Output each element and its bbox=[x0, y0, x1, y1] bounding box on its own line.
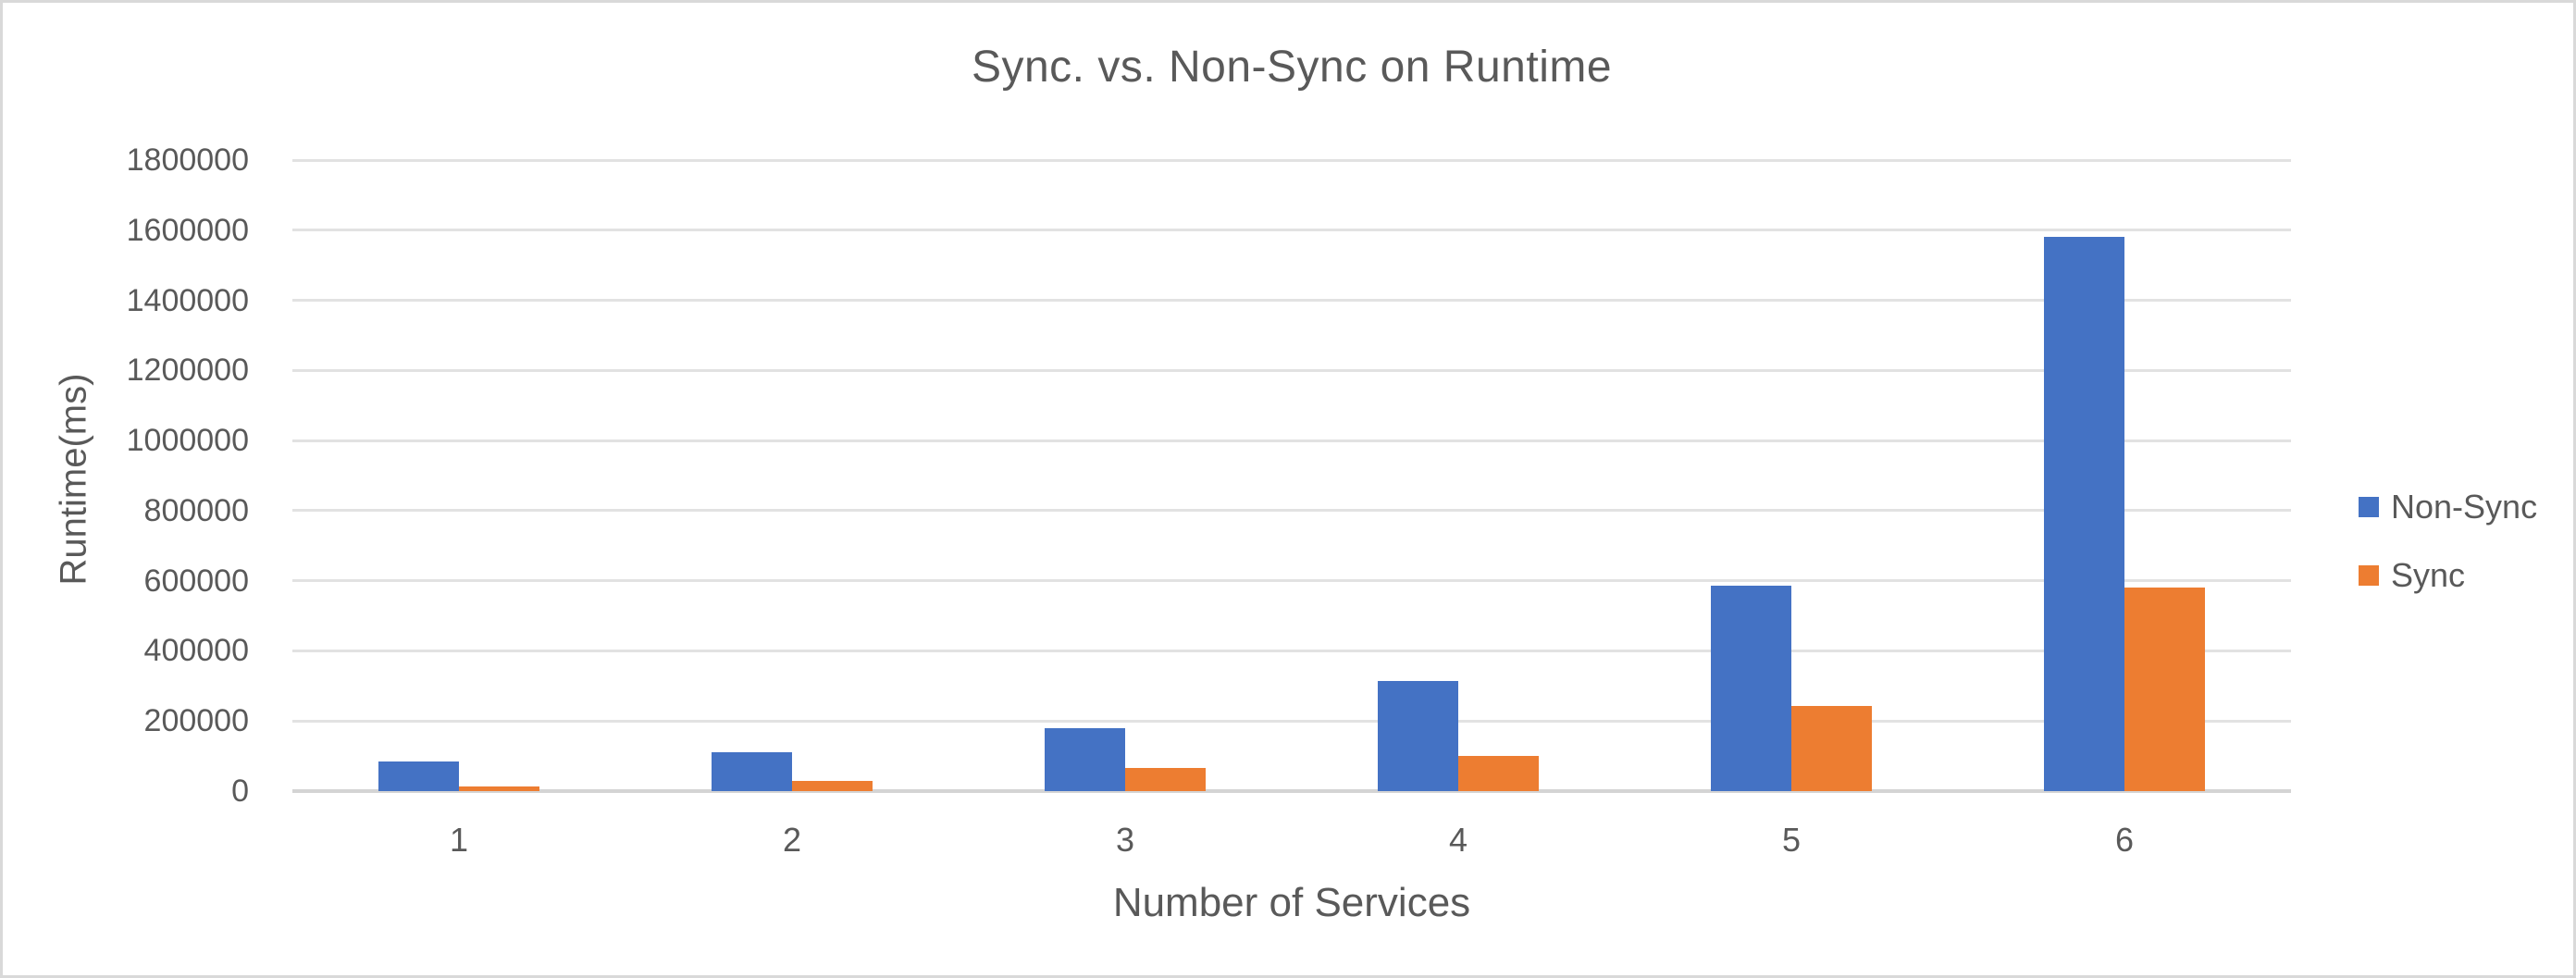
y-tick-label: 1800000 bbox=[126, 142, 249, 178]
bar-sync-4 bbox=[1458, 756, 1539, 791]
chart-title: Sync. vs. Non-Sync on Runtime bbox=[971, 43, 1613, 92]
legend-label: Non-Sync bbox=[2391, 488, 2538, 526]
gridline bbox=[292, 158, 2291, 162]
x-tick-label: 6 bbox=[2114, 821, 2135, 859]
gridline bbox=[292, 719, 2291, 723]
x-tick-label: 1 bbox=[449, 821, 469, 859]
bar-sync-5 bbox=[1791, 706, 1872, 791]
legend-swatch-icon bbox=[2359, 565, 2379, 586]
x-tick-label: 2 bbox=[782, 821, 802, 859]
x-axis-line bbox=[292, 789, 2291, 793]
y-axis-title: Runtime(ms) bbox=[53, 373, 94, 586]
y-tick-label: 1400000 bbox=[126, 282, 249, 318]
gridline bbox=[292, 299, 2291, 303]
y-tick-label: 1000000 bbox=[126, 423, 249, 459]
x-tick-label: 5 bbox=[1781, 821, 1802, 859]
y-tick-label: 800000 bbox=[143, 492, 249, 528]
bar-non-sync-2 bbox=[712, 752, 792, 791]
legend: Non-Sync Sync bbox=[2359, 488, 2537, 595]
bar-non-sync-3 bbox=[1045, 727, 1125, 791]
y-tick-label: 200000 bbox=[143, 703, 249, 739]
bar-non-sync-4 bbox=[1378, 681, 1458, 791]
bar-non-sync-5 bbox=[1711, 586, 1791, 791]
gridline bbox=[292, 439, 2291, 442]
bar-non-sync-1 bbox=[378, 761, 459, 791]
bar-sync-3 bbox=[1125, 768, 1206, 791]
x-tick-label: 4 bbox=[1448, 821, 1468, 859]
plot-area bbox=[292, 158, 2291, 793]
bar-sync-6 bbox=[2124, 588, 2205, 791]
y-tick-label: 600000 bbox=[143, 563, 249, 599]
bar-sync-2 bbox=[792, 781, 873, 791]
y-tick-label: 1200000 bbox=[126, 353, 249, 389]
y-tick-label: 400000 bbox=[143, 633, 249, 669]
gridline bbox=[292, 649, 2291, 652]
y-tick-label: 0 bbox=[231, 774, 249, 809]
y-tick-label: 1600000 bbox=[126, 212, 249, 248]
gridline bbox=[292, 229, 2291, 232]
legend-item-non-sync: Non-Sync bbox=[2359, 488, 2537, 526]
bar-non-sync-6 bbox=[2044, 237, 2124, 791]
legend-label: Sync bbox=[2391, 556, 2466, 594]
legend-swatch-icon bbox=[2359, 497, 2379, 517]
legend-item-sync: Sync bbox=[2359, 556, 2537, 595]
x-axis-title: Number of Services bbox=[1112, 880, 1471, 925]
gridline bbox=[292, 368, 2291, 372]
gridline bbox=[292, 579, 2291, 583]
bar-sync-1 bbox=[459, 786, 539, 791]
x-tick-label: 3 bbox=[1115, 821, 1135, 859]
gridline bbox=[292, 509, 2291, 513]
